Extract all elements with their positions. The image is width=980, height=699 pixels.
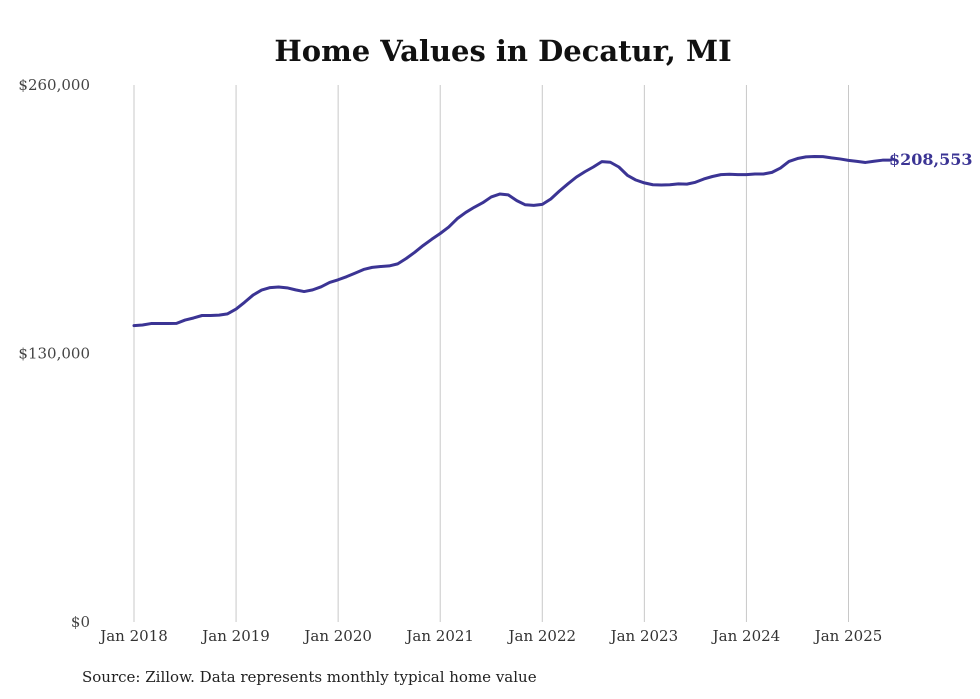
- x-tick-label: Jan 2020: [302, 627, 372, 645]
- x-tick-label: Jan 2024: [711, 627, 781, 645]
- y-axis-tick-labels: $260,000 $130,000 $0: [18, 76, 90, 631]
- x-tick-label: Jan 2023: [609, 627, 679, 645]
- x-tick-label: Jan 2019: [200, 627, 270, 645]
- y-tick-label: $260,000: [18, 76, 90, 94]
- x-tick-label: Jan 2018: [98, 627, 168, 645]
- vertical-gridlines: [133, 85, 849, 622]
- x-tick-label: Jan 2025: [813, 627, 883, 645]
- source-note: Source: Zillow. Data represents monthly …: [82, 668, 537, 686]
- x-tick-label: Jan 2022: [507, 627, 577, 645]
- chart-title: Home Values in Decatur, MI: [274, 34, 731, 68]
- home-value-line: [132, 154, 893, 328]
- x-axis-tick-labels: Jan 2018 Jan 2019 Jan 2020 Jan 2021 Jan 2022…: [98, 627, 882, 645]
- latest-value-label: $208,553: [889, 150, 973, 169]
- x-tick-label: Jan 2021: [404, 627, 474, 645]
- y-tick-label: $0: [71, 613, 90, 631]
- y-tick-label: $130,000: [18, 345, 90, 363]
